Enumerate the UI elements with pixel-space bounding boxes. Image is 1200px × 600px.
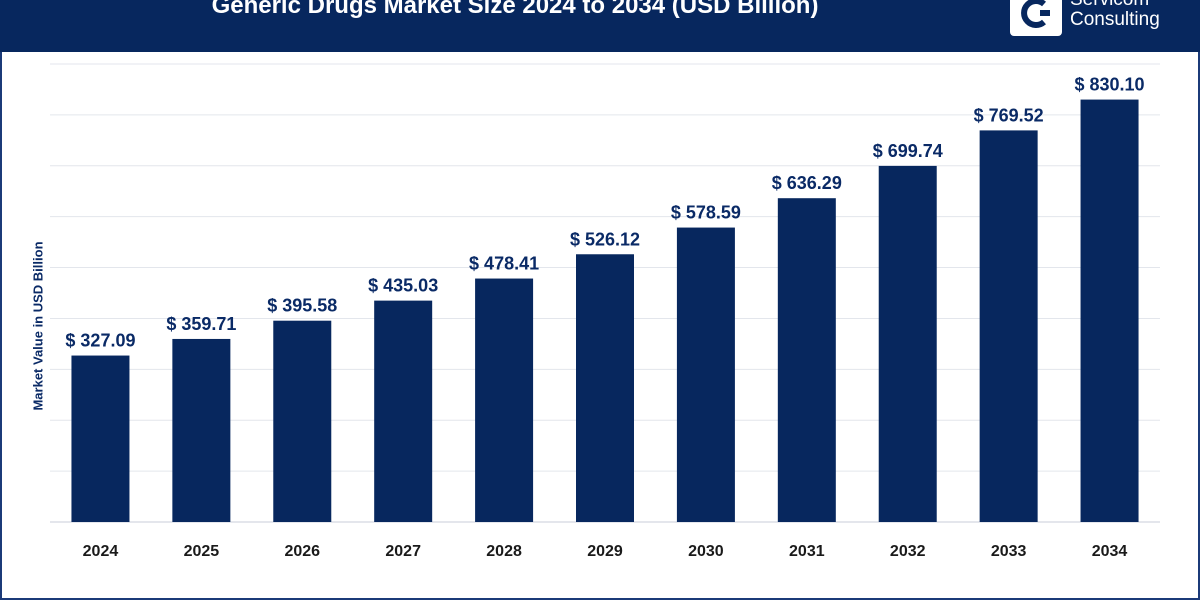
bar-2028 <box>475 278 534 522</box>
x-tick-label-2030: 2030 <box>688 543 724 560</box>
chart-title: Generic Drugs Market Size 2024 to 2034 (… <box>211 0 819 19</box>
x-tick-label-2033: 2033 <box>991 543 1027 560</box>
data-label-2030: $ 578.59 <box>671 203 741 223</box>
bar-chart: $ 327.09 2024 $ 359.71 2025 $ 395.58 2026 $ 43… <box>50 63 1160 560</box>
servicom-logo-icon <box>1010 0 1062 36</box>
data-label-2032: $ 699.74 <box>873 141 943 161</box>
data-label-2028: $ 478.41 <box>469 254 539 274</box>
data-label-2025: $ 359.71 <box>166 314 236 334</box>
bar-2031 <box>777 198 836 522</box>
bar-2032 <box>878 165 937 522</box>
x-tick-label-2034: 2034 <box>1092 543 1128 560</box>
bar-2024 <box>71 355 130 522</box>
data-label-2026: $ 395.58 <box>267 296 337 316</box>
brand-logo: Servicom Consulting <box>1010 0 1190 44</box>
brand-line-1: Servicom <box>1070 0 1160 10</box>
data-label-2031: $ 636.29 <box>772 173 842 193</box>
bar-2033 <box>979 130 1038 522</box>
x-tick-label-2029: 2029 <box>587 543 623 560</box>
bar-2025 <box>172 338 231 522</box>
data-label-2029: $ 526.12 <box>570 229 640 249</box>
brand-name: Servicom Consulting <box>1070 0 1160 30</box>
x-tick-label-2025: 2025 <box>184 543 220 560</box>
data-label-2024: $ 327.09 <box>65 331 135 351</box>
bar-2030 <box>676 227 735 522</box>
x-tick-label-2024: 2024 <box>83 543 119 560</box>
x-tick-label-2027: 2027 <box>385 543 421 560</box>
bar-2026 <box>273 320 332 522</box>
data-label-2027: $ 435.03 <box>368 276 438 296</box>
bar-2029 <box>576 254 634 523</box>
chart-header: Generic Drugs Market Size 2024 to 2034 (… <box>0 0 1200 52</box>
data-label-2034: $ 830.10 <box>1075 75 1145 95</box>
bar-2034 <box>1080 99 1139 522</box>
bar-2027 <box>374 300 433 522</box>
brand-line-2: Consulting <box>1070 9 1160 30</box>
x-tick-label-2031: 2031 <box>789 543 825 560</box>
x-tick-label-2032: 2032 <box>890 543 926 560</box>
x-tick-label-2026: 2026 <box>284 543 320 560</box>
x-tick-label-2028: 2028 <box>486 543 522 560</box>
data-label-2033: $ 769.52 <box>974 105 1044 125</box>
